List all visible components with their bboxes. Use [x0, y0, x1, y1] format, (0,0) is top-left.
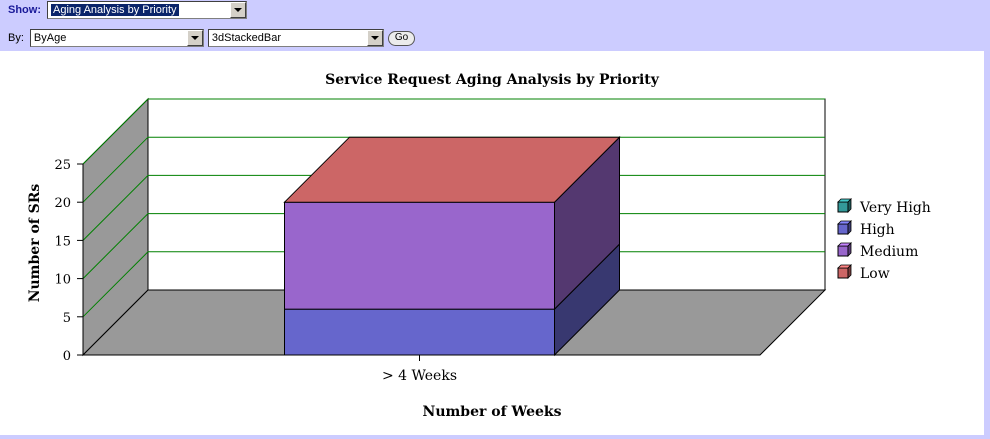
- x-axis-label: Number of Weeks: [423, 404, 562, 420]
- legend-label: Medium: [860, 244, 918, 260]
- legend-swatch-side: [847, 220, 852, 235]
- show-label: Show:: [8, 4, 41, 16]
- y-tick-label: 15: [54, 234, 71, 249]
- chart-type-select[interactable]: 3dStackedBar: [207, 29, 384, 47]
- by-select-value: ByAge: [33, 32, 67, 44]
- legend-item: Very High: [837, 198, 931, 216]
- legend-label: High: [860, 222, 895, 238]
- legend-label: Very High: [859, 200, 931, 216]
- y-tick-label: 0: [63, 349, 71, 364]
- show-select[interactable]: Aging Analysis by Priority: [47, 1, 247, 19]
- x-axis-ticks: > 4 Weeks: [382, 355, 457, 384]
- toolbar: Show: Aging Analysis by Priority By: ByA…: [0, 0, 990, 51]
- by-select[interactable]: ByAge: [29, 29, 204, 47]
- chart-type-select-value: 3dStackedBar: [211, 32, 282, 44]
- legend-swatch-side: [847, 264, 852, 279]
- by-label: By:: [8, 32, 24, 44]
- chevron-down-icon[interactable]: [230, 2, 246, 18]
- gridline: [82, 98, 825, 165]
- legend-label: Low: [860, 266, 890, 282]
- go-button[interactable]: Go: [387, 30, 416, 46]
- chart-title: Service Request Aging Analysis by Priori…: [325, 72, 660, 88]
- legend-swatch: [837, 223, 849, 235]
- bar-front: [284, 308, 555, 356]
- bars: [283, 135, 621, 357]
- y-axis-label: Number of SRs: [27, 184, 43, 303]
- show-row: Show: Aging Analysis by Priority: [8, 1, 247, 19]
- legend: Very High High Medium Low: [837, 198, 931, 282]
- bar-front: [284, 201, 555, 310]
- legend-swatch-side: [847, 198, 852, 213]
- legend-item: Low: [837, 264, 890, 282]
- y-tick-label: 20: [54, 196, 71, 211]
- legend-item: High: [837, 220, 895, 238]
- show-select-value: Aging Analysis by Priority: [51, 4, 179, 16]
- chevron-down-icon[interactable]: [186, 30, 203, 46]
- chart-panel: 0 5 10 15 20 25 > 4 Weeks Service Request Agi…: [0, 51, 985, 435]
- legend-swatch-side: [847, 242, 852, 257]
- bar-top: [283, 136, 621, 203]
- y-tick-label: 5: [63, 311, 71, 326]
- y-tick-label: 10: [54, 273, 71, 288]
- y-axis-ticks: 0 5 10 15 20 25: [54, 158, 84, 364]
- legend-item: Medium: [837, 242, 918, 260]
- x-tick-label: > 4 Weeks: [382, 368, 457, 384]
- legend-swatch: [837, 245, 849, 257]
- chevron-down-icon[interactable]: [366, 30, 383, 46]
- chart: 0 5 10 15 20 25 > 4 Weeks Service Request Agi…: [27, 72, 931, 420]
- y-tick-label: 25: [54, 158, 71, 173]
- legend-swatch: [837, 201, 849, 213]
- legend-swatch: [837, 267, 849, 279]
- by-row: By: ByAge 3dStackedBar Go: [8, 29, 416, 47]
